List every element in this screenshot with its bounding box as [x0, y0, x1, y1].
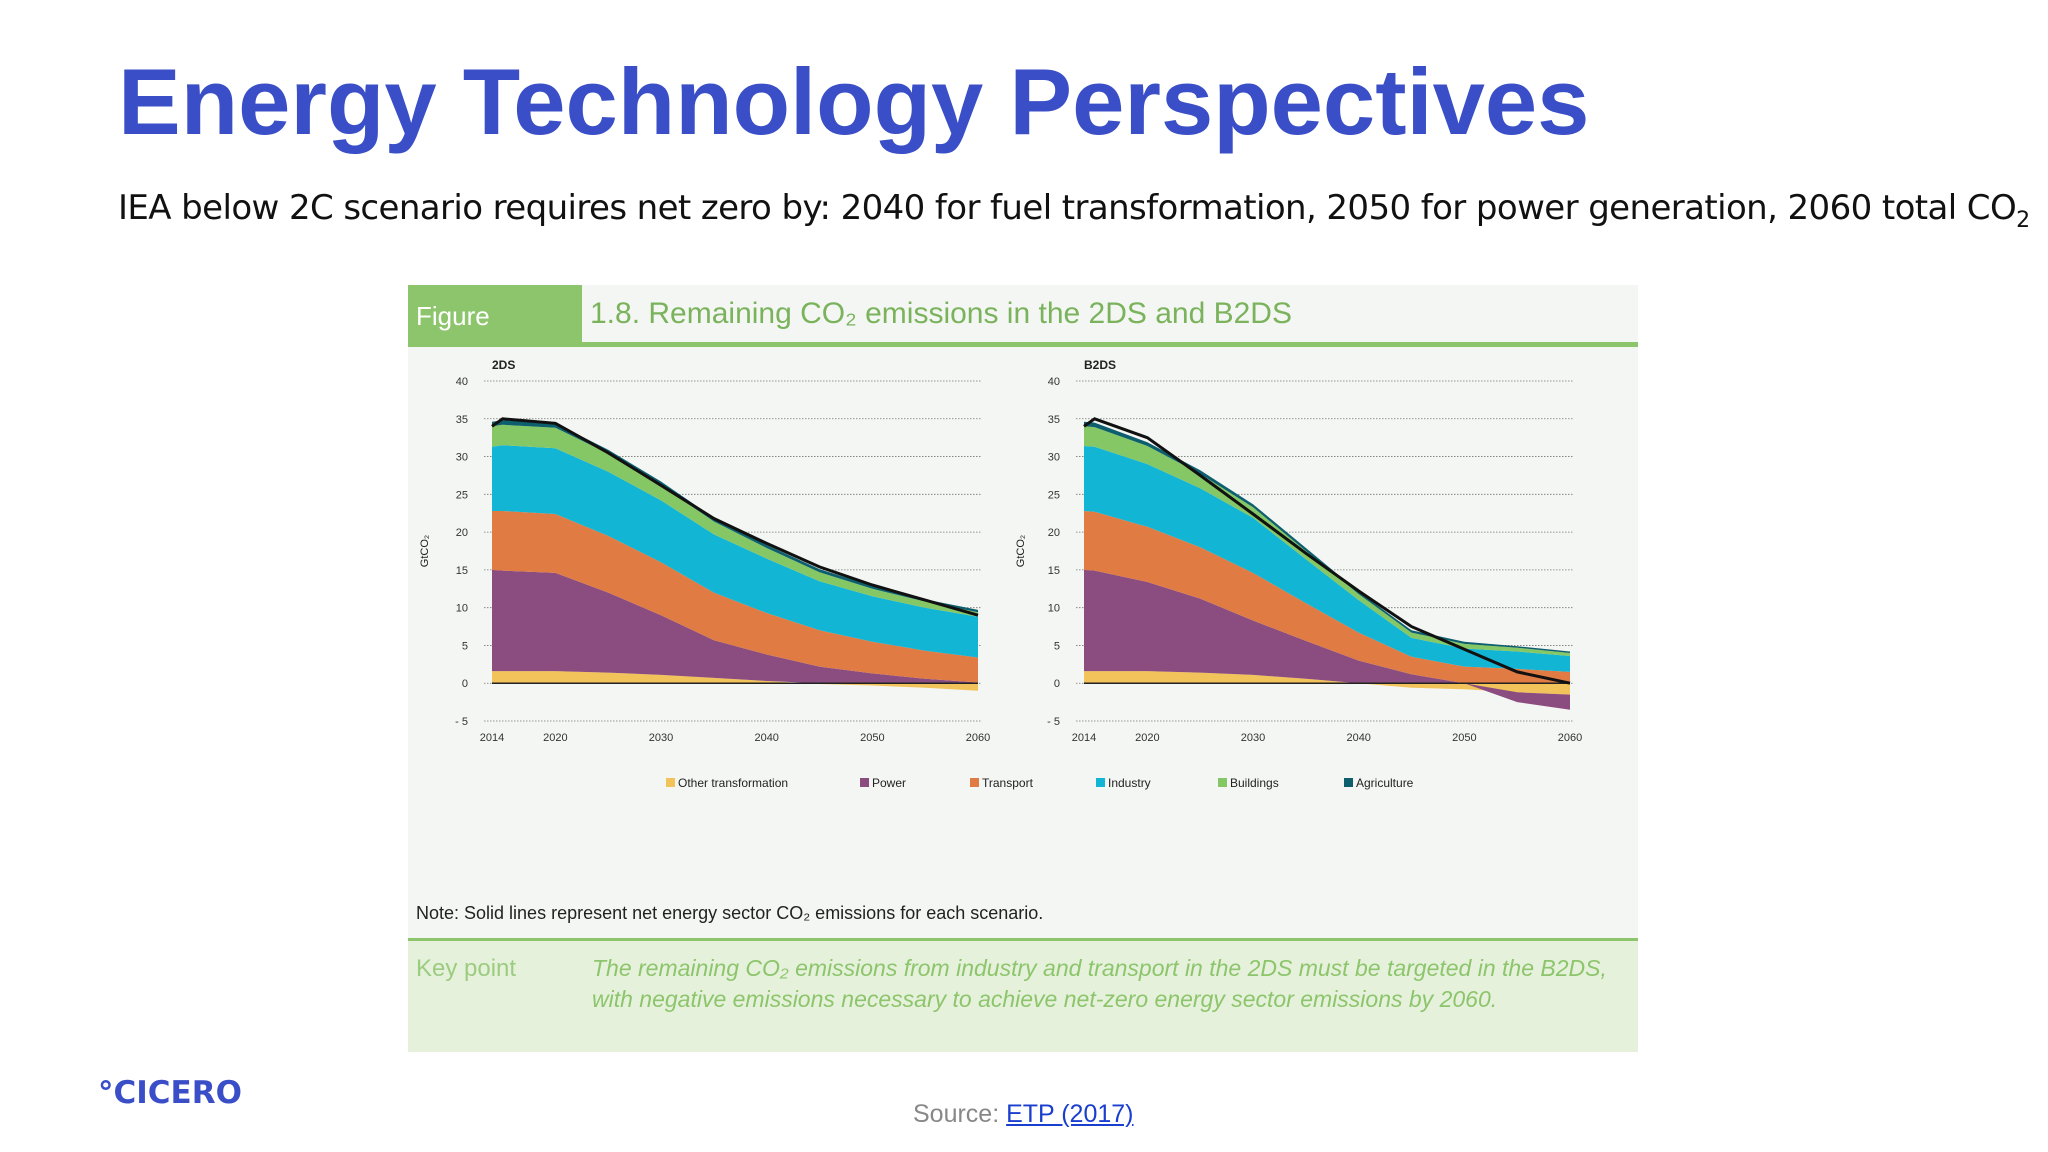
chart-panel-b2ds: 40 35 30 25 20 15 10 5 0 - 5 2014 2020 2030 2040 2050 2… — [1015, 358, 1582, 744]
legend-label: Buildings — [1230, 776, 1279, 790]
source-citation: Source: ETP (2017) — [913, 1100, 1134, 1129]
y-axis-label: GtCO₂ — [419, 535, 431, 567]
key-point-box: Key point The remaining CO₂ emissions fr… — [408, 938, 1638, 1052]
chart-legend: Other transformation Power Transport Indust… — [666, 776, 1414, 790]
y-tick-label: - 5 — [455, 716, 468, 728]
y-tick-label: 15 — [1048, 565, 1060, 577]
y-tick-label: 35 — [1048, 414, 1060, 426]
x-tick-label: 2014 — [480, 732, 504, 744]
x-tick-label: 2050 — [860, 732, 884, 744]
net-emissions-line — [491, 417, 979, 617]
cicero-logo: °CICERO — [98, 1075, 242, 1111]
legend-label: Transport — [982, 776, 1034, 790]
y-tick-label: 20 — [1048, 527, 1060, 539]
x-tick-label: 2020 — [1135, 732, 1159, 744]
y-tick-label: 25 — [1048, 489, 1060, 501]
legend-swatch — [1344, 778, 1353, 787]
legend-swatch — [860, 778, 869, 787]
legend-label: Power — [872, 776, 906, 790]
y-tick-label: 0 — [1054, 678, 1060, 690]
key-point-text: The remaining CO₂ emissions from industr… — [592, 955, 1607, 1012]
y-tick-label: - 5 — [1047, 716, 1060, 728]
x-tick-label: 2040 — [754, 732, 778, 744]
x-tick-label: 2014 — [1072, 732, 1096, 744]
figure-panel: Figure 1.8. Remaining CO₂ emissions in t… — [408, 285, 1638, 1052]
panel-title: 2DS — [492, 358, 515, 372]
source-label: Source: — [913, 1100, 1007, 1128]
y-tick-label: 5 — [462, 640, 468, 652]
y-tick-label: 30 — [456, 452, 468, 464]
legend-label: Other transformation — [678, 776, 788, 790]
legend-swatch — [1218, 778, 1227, 787]
legend-label: Agriculture — [1356, 776, 1414, 790]
x-tick-label: 2020 — [543, 732, 567, 744]
panel-title: B2DS — [1084, 358, 1116, 372]
y-tick-label: 5 — [1054, 640, 1060, 652]
slide-subtitle: IEA below 2C scenario requires net zero … — [118, 188, 2030, 233]
y-tick-label: 0 — [462, 678, 468, 690]
x-tick-label: 2030 — [1241, 732, 1265, 744]
x-tick-label: 2060 — [966, 732, 990, 744]
subtitle-text: IEA below 2C scenario requires net zero … — [118, 188, 2017, 228]
x-tick-label: 2050 — [1452, 732, 1476, 744]
figure-note: Note: Solid lines represent net energy s… — [416, 903, 1044, 923]
legend-swatch — [666, 778, 675, 787]
y-tick-label: 40 — [456, 376, 468, 388]
area-other-transformation — [492, 671, 978, 691]
figure-header-rule — [582, 342, 1638, 347]
y-axis-label: GtCO₂ — [1015, 535, 1027, 567]
source-link[interactable]: ETP (2017) — [1006, 1100, 1134, 1128]
legend-swatch — [1096, 778, 1105, 787]
y-tick-label: 10 — [456, 603, 468, 615]
area-transport — [1084, 511, 1570, 684]
area-buildings — [492, 424, 978, 617]
x-tick-label: 2040 — [1346, 732, 1370, 744]
x-tick-label: 2030 — [649, 732, 673, 744]
area-power — [492, 569, 978, 684]
y-tick-label: 30 — [1048, 452, 1060, 464]
area-industry — [492, 445, 978, 658]
subtitle-subscript: 2 — [2016, 207, 2030, 233]
y-tick-label: 35 — [456, 414, 468, 426]
key-point-label: Key point — [416, 955, 517, 982]
legend-label: Industry — [1108, 776, 1151, 790]
area-transport — [492, 511, 978, 683]
net-emissions-line — [1083, 417, 1571, 685]
figure-header: Figure 1.8. Remaining CO₂ emissions in t… — [408, 285, 1638, 347]
y-tick-label: 40 — [1048, 376, 1060, 388]
y-tick-label: 10 — [1048, 603, 1060, 615]
y-tick-label: 25 — [456, 489, 468, 501]
y-tick-label: 20 — [456, 527, 468, 539]
x-tick-label: 2060 — [1558, 732, 1582, 744]
legend-swatch — [970, 778, 979, 787]
slide-title: Energy Technology Perspectives — [118, 49, 1590, 154]
y-tick-label: 15 — [456, 565, 468, 577]
chart-panel-2ds: 40 35 30 25 20 15 10 5 0 - 5 2014 2020 2030 2040 2050 2… — [419, 358, 990, 744]
area-industry — [1084, 446, 1570, 672]
figure-title: 1.8. Remaining CO₂ emissions in the 2DS … — [590, 297, 1292, 330]
area-power — [1084, 569, 1570, 710]
figure-label: Figure — [408, 285, 582, 347]
area-buildings — [1084, 426, 1570, 656]
